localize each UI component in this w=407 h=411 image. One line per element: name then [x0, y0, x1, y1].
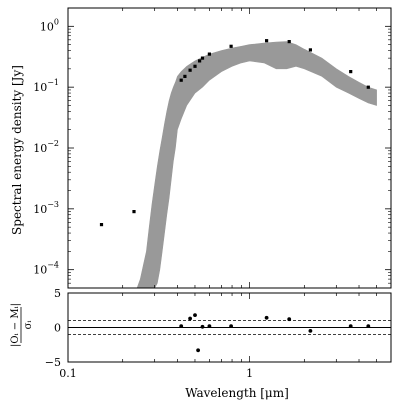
- model-spectrum-band: [136, 41, 377, 288]
- residual-point: [287, 317, 292, 322]
- photometry-point: [200, 56, 205, 60]
- photometry-point: [349, 70, 353, 74]
- photometry-point: [198, 59, 202, 63]
- photometry-point: [193, 64, 197, 68]
- residual-point: [229, 324, 234, 328]
- main-y-tick-label: 10−4: [33, 261, 59, 277]
- residual-y-tick-label: −5: [45, 356, 61, 369]
- photometry-point: [99, 223, 104, 227]
- photometry-point: [207, 52, 211, 56]
- residual-y-label-numerator: |Oᵢ − Mᵢ|: [10, 303, 21, 347]
- residual-y-axis-label: |Oᵢ − Mᵢ| σᵢ: [10, 303, 34, 347]
- main-panel: 10−4 10−3 10−2 10−1 100: [33, 7, 392, 289]
- photometry-point: [229, 44, 233, 48]
- x-tick-label: 0.1: [59, 367, 77, 380]
- main-y-tick-label: 100: [40, 17, 59, 33]
- main-y-tick-exponent: 0: [54, 17, 59, 26]
- residual-y-tick-label: 5: [54, 287, 61, 300]
- residual-point: [193, 313, 197, 317]
- residual-panel: 5 0 −50.1 1: [45, 287, 392, 380]
- residual-point: [308, 329, 313, 333]
- residual-y-label-denominator: σᵢ: [23, 321, 34, 330]
- residual-point: [188, 316, 193, 321]
- residual-point: [196, 348, 201, 353]
- residual-point: [366, 324, 371, 328]
- residual-point: [264, 315, 269, 320]
- main-y-tick-exponent: −3: [47, 200, 59, 209]
- x-tick-label: 1: [246, 367, 253, 380]
- main-y-tick-label: 10−2: [33, 139, 59, 155]
- residual-y-tick-label: 0: [54, 322, 61, 335]
- photometry-point: [179, 78, 183, 82]
- y-axis-label: Spectral energy density [Jy]: [10, 65, 24, 235]
- photometry-point: [308, 48, 312, 52]
- main-y-tick-exponent: −4: [47, 261, 59, 270]
- photometry-point: [188, 68, 192, 72]
- photometry-point: [132, 210, 136, 214]
- main-y-tick-label: 10−1: [33, 78, 59, 94]
- photometry-point: [366, 85, 370, 89]
- x-axis-label: Wavelength [μm]: [185, 386, 289, 400]
- photometry-point: [183, 74, 187, 78]
- photometry-point: [265, 39, 269, 43]
- main-y-tick-exponent: −2: [47, 139, 59, 148]
- residual-point: [200, 324, 205, 329]
- residual-point: [207, 324, 212, 328]
- main-y-tick-exponent: −1: [47, 78, 59, 87]
- main-y-tick-label: 10−3: [33, 200, 59, 216]
- residual-point: [348, 324, 353, 328]
- residual-point: [179, 324, 184, 328]
- photometry-point: [287, 40, 291, 44]
